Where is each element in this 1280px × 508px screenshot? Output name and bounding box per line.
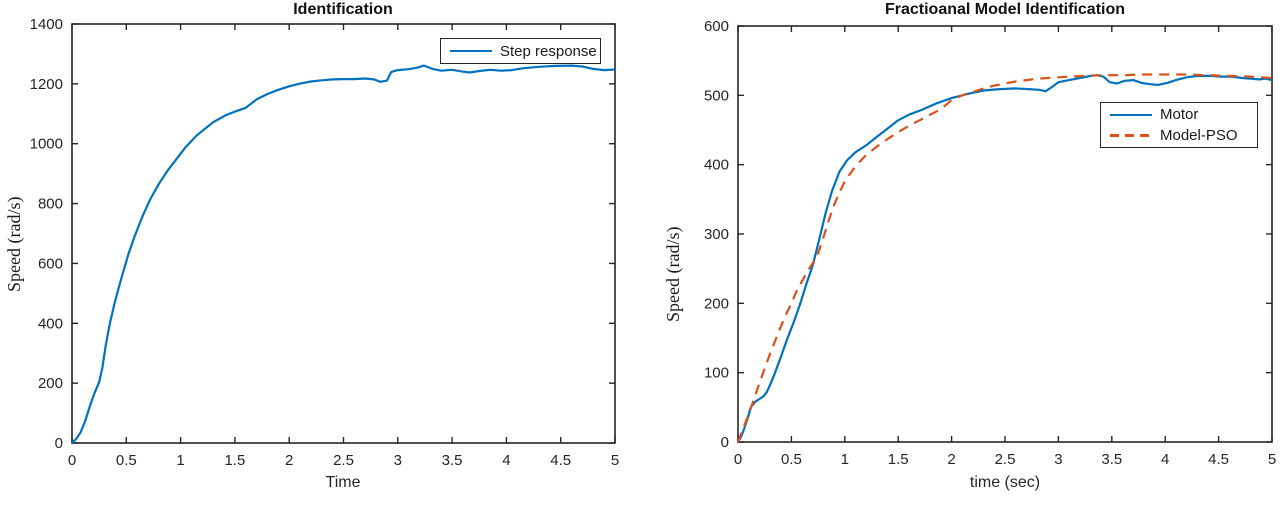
- legend-row: Motor: [1101, 104, 1257, 125]
- y-tick-label: 200: [38, 375, 63, 392]
- series-line-step-response: [71, 64, 616, 444]
- right-chart-y-axis-label: Speed (rad/s): [663, 226, 683, 322]
- y-tick-label: 100: [704, 365, 729, 382]
- left-chart-title: Identification: [293, 1, 393, 18]
- legend-row: Step response: [441, 41, 600, 62]
- y-tick-label: 500: [704, 87, 729, 104]
- x-tick-label: 3.5: [1101, 451, 1122, 468]
- x-tick-label: 1.5: [224, 452, 245, 469]
- x-tick-label: 3: [394, 452, 402, 469]
- x-tick-label: 2.5: [333, 452, 354, 469]
- motor-line-sample: [1110, 113, 1152, 116]
- x-tick-label: 4: [1161, 451, 1169, 468]
- x-tick-label: 0: [734, 451, 742, 468]
- axes-box: [71, 23, 616, 444]
- model-pso-line-sample: [1110, 134, 1152, 137]
- x-tick-label: 1: [841, 451, 849, 468]
- right-chart-title: Fractioanal Model Identification: [884, 1, 1126, 18]
- y-tick-label: 1400: [30, 16, 63, 33]
- y-tick-label: 400: [38, 315, 63, 332]
- legend-row: Model-PSO: [1101, 125, 1257, 146]
- x-tick-label: 3: [1054, 451, 1062, 468]
- step-response-line-sample: [450, 50, 492, 52]
- left-chart-x-axis-label: Time: [325, 474, 361, 491]
- series-line-model-pso: [736, 73, 1273, 443]
- y-tick-label: 600: [38, 255, 63, 272]
- y-tick-label: 1000: [30, 136, 63, 153]
- y-tick-label: 400: [704, 157, 729, 174]
- y-tick-label: 0: [55, 435, 63, 452]
- legend-label: Model-PSO: [1160, 127, 1238, 144]
- x-tick-label: 4.5: [550, 452, 571, 469]
- left-chart-legend: Step response: [440, 38, 601, 64]
- legend-label: Step response: [500, 42, 597, 60]
- x-tick-label: 5: [1268, 451, 1276, 468]
- left-chart-y-axis-label: Speed (rad/s): [4, 196, 24, 292]
- series-line-motor: [737, 74, 1273, 443]
- y-tick-label: 1200: [30, 76, 63, 93]
- x-tick-label: 5: [611, 452, 619, 469]
- x-tick-label: 3.5: [442, 452, 463, 469]
- y-tick-label: 800: [38, 196, 63, 213]
- x-tick-label: 0: [68, 452, 76, 469]
- x-tick-label: 0.5: [781, 451, 802, 468]
- x-tick-label: 0.5: [116, 452, 137, 469]
- right-chart-legend: Motor Model-PSO: [1100, 102, 1258, 148]
- x-tick-label: 1: [176, 452, 184, 469]
- right-chart-x-axis-label: time (sec): [969, 474, 1041, 491]
- y-tick-label: 0: [721, 434, 729, 451]
- y-tick-label: 300: [704, 226, 729, 243]
- x-tick-label: 4.5: [1208, 451, 1229, 468]
- x-tick-label: 2: [947, 451, 955, 468]
- legend-label: Motor: [1160, 106, 1199, 123]
- y-tick-label: 600: [704, 18, 729, 35]
- x-tick-label: 2.5: [995, 451, 1016, 468]
- x-tick-label: 4: [502, 452, 510, 469]
- y-tick-label: 200: [704, 295, 729, 312]
- x-tick-label: 2: [285, 452, 293, 469]
- x-tick-label: 1.5: [888, 451, 909, 468]
